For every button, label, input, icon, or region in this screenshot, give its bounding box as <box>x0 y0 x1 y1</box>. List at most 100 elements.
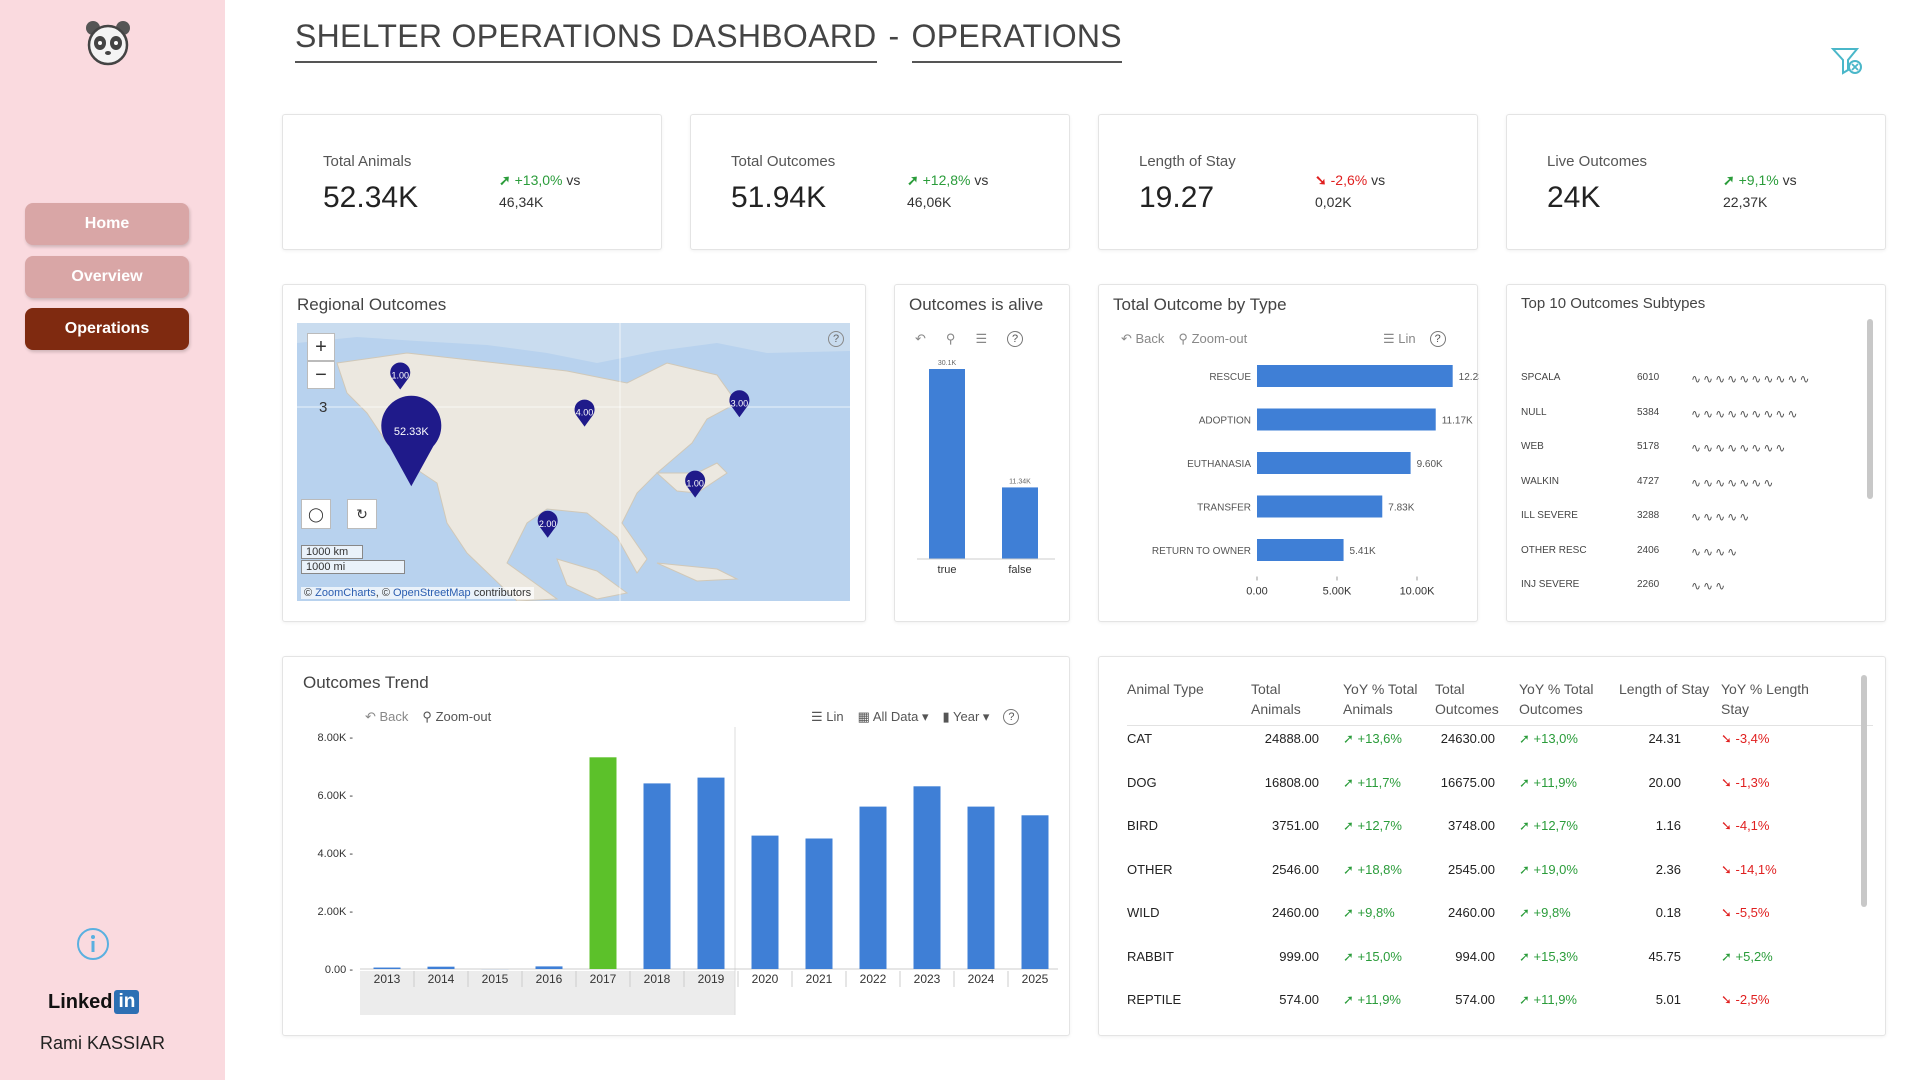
zoomcharts-link[interactable]: ZoomCharts <box>315 587 376 599</box>
bar-year-2024[interactable] <box>967 806 995 969</box>
map-marker[interactable]: 52.33K <box>381 395 442 487</box>
trend-up-icon: ➚ <box>1723 172 1735 188</box>
help-icon[interactable]: ? <box>1007 331 1024 347</box>
alive-chart[interactable]: 30.1K true 11.34K false <box>895 355 1071 615</box>
bar-year-2018[interactable] <box>643 783 671 969</box>
map-marker[interactable]: 4.00 <box>574 399 595 427</box>
outcome-by-type-chart[interactable]: RESCUE 12.23K ADOPTION 11.17K EUTHANASIA 9.60… <box>1099 355 1479 617</box>
lin-button[interactable]: ☰ Lin <box>1383 331 1416 346</box>
map-marker[interactable]: 1.00 <box>390 362 411 390</box>
back-button[interactable]: ↶ Back <box>1121 331 1165 346</box>
lasso-icon[interactable]: ◯ <box>301 499 331 529</box>
cell-length-of-stay: 0.18 <box>1655 905 1681 920</box>
cell-animal-type: DOG <box>1127 774 1157 790</box>
map-marker[interactable]: 1.00 <box>685 470 706 498</box>
column-header[interactable]: Length of Stay <box>1619 679 1709 699</box>
clear-filter-icon[interactable] <box>1830 46 1864 76</box>
top10-row[interactable]: WEB 5178 ∿∿∿∿∿∿∿∿ <box>1521 441 1787 455</box>
bar-year-2021[interactable] <box>805 838 833 970</box>
outcomes-trend-chart[interactable]: 0.00 - 2.00K - 4.00K - 6.00K - 8.00K - 2013 20… <box>283 727 1071 1033</box>
top10-row[interactable]: NULL 5384 ∿∿∿∿∿∿∿∿∿ <box>1521 407 1800 421</box>
map-help-icon[interactable]: ? <box>828 331 844 347</box>
nav-operations-button[interactable]: Operations <box>25 308 189 350</box>
kpi-delta-value: +9,1% <box>1738 172 1779 188</box>
bar-year-2013[interactable] <box>373 967 401 969</box>
scrollbar[interactable] <box>1867 319 1873 499</box>
year-dropdown[interactable]: ▮ Year ▾ <box>942 709 990 724</box>
cell-yoy-animals: ➚ +12,7% <box>1343 818 1402 833</box>
column-header[interactable]: Animal Type <box>1127 679 1204 699</box>
top10-row[interactable]: INJ SEVERE 2260 ∿∿∿ <box>1521 579 1727 593</box>
kpi-label: Length of Stay <box>1139 153 1236 170</box>
zoom-out-button[interactable]: ⚲ Zoom-out <box>1178 331 1248 346</box>
bar-year-2025[interactable] <box>1021 815 1049 969</box>
cell-total-animals: 2546.00 <box>1272 861 1319 877</box>
map-zoom-out-button[interactable]: − <box>307 361 335 389</box>
map-marker[interactable]: 2.00 <box>537 510 558 538</box>
scrollbar[interactable] <box>1861 675 1867 907</box>
help-icon[interactable]: ? <box>1429 331 1446 347</box>
lin-label: Lin <box>1398 331 1416 346</box>
map-zoom-in-button[interactable]: + <box>307 333 335 361</box>
top10-row[interactable]: ILL SEVERE 3288 ∿∿∿∿∿ <box>1521 510 1751 524</box>
cell-yoy-stay: ➘ -1,3% <box>1721 774 1770 790</box>
help-icon[interactable]: ? <box>1003 709 1020 725</box>
bar-type-transfer[interactable] <box>1257 495 1383 518</box>
openstreetmap-link[interactable]: OpenStreetMap <box>392 587 471 599</box>
column-header[interactable]: YoY % Total Outcomes <box>1519 679 1593 719</box>
y-tick-label: 4.00K - <box>318 848 354 860</box>
bar-year-2014[interactable] <box>427 966 455 969</box>
lines-icon[interactable]: ☰ <box>975 331 988 346</box>
bar-alive-true[interactable] <box>929 369 965 559</box>
top10-row[interactable]: OTHER RESC 2406 ∿∿∿∿ <box>1521 545 1739 559</box>
map-marker[interactable]: 3.00 <box>729 390 750 418</box>
info-icon[interactable] <box>76 927 110 961</box>
cell-animal-type: CAT <box>1127 731 1153 746</box>
map-canvas[interactable]: 52.33K 1.00 4.00 3.00 1.00 2.00 <box>297 323 850 601</box>
bar-type-rescue[interactable] <box>1257 365 1453 387</box>
bar-year-2019[interactable] <box>697 777 725 969</box>
zoom-out-label: Zoom-out <box>1191 331 1248 346</box>
cell-total-outcomes: 2545.00 <box>1448 861 1495 877</box>
cell-total-outcomes: 574.00 <box>1455 992 1495 1007</box>
bar-type-adoption[interactable] <box>1257 408 1436 431</box>
bar-year-2017[interactable] <box>589 757 617 969</box>
range-selector[interactable] <box>360 971 735 1015</box>
kpi-delta-value: -2,6% <box>1330 172 1368 188</box>
column-header[interactable]: YoY % Length Stay <box>1721 679 1809 719</box>
top10-value: 2406 <box>1637 544 1660 556</box>
column-header[interactable]: YoY % Total Animals <box>1343 679 1417 719</box>
kpi-vs: vs <box>974 172 989 188</box>
regional-map[interactable]: 52.33K 1.00 4.00 3.00 1.00 2.00 + − 3 ◯ ↻ 100… <box>297 323 850 601</box>
back-icon[interactable]: ↶ <box>915 331 926 346</box>
linkedin-logo[interactable]: Linked in <box>48 990 140 1014</box>
bar-type-return-to-owner[interactable] <box>1257 539 1344 561</box>
x-tick-label: 2017 <box>590 972 617 986</box>
zoom-out-icon[interactable]: ⚲ <box>945 331 956 346</box>
nav-overview-button[interactable]: Overview <box>25 256 189 298</box>
nav-home-button[interactable]: Home <box>25 203 189 245</box>
x-tick-label: 2019 <box>698 972 725 986</box>
credit-suffix: contributors <box>473 587 532 599</box>
top10-row[interactable]: WALKIN 4727 ∿∿∿∿∿∿∿ <box>1521 476 1775 490</box>
lin-button[interactable]: ☰ Lin <box>811 709 844 724</box>
column-header[interactable]: Total Animals <box>1251 679 1301 719</box>
bar-year-2016[interactable] <box>535 966 563 969</box>
top10-name: WALKIN <box>1521 475 1559 487</box>
bar-year-2022[interactable] <box>859 806 887 969</box>
bar-alive-false[interactable] <box>1002 487 1038 559</box>
bar-type-euthanasia[interactable] <box>1257 452 1411 474</box>
top10-row[interactable]: SPCALA 6010 ∿∿∿∿∿∿∿∿∿∿ <box>1521 372 1812 386</box>
top10-name: WEB <box>1521 441 1544 452</box>
bar-year-2023[interactable] <box>913 786 941 969</box>
column-header-line: Length of Stay <box>1619 681 1710 697</box>
x-tick-label: 2020 <box>752 972 779 986</box>
data-label: 11.34K <box>1009 478 1031 485</box>
column-header[interactable]: Total Outcomes <box>1435 679 1499 719</box>
zoom-out-button[interactable]: ⚲ Zoom-out <box>422 709 492 724</box>
reset-icon[interactable]: ↻ <box>347 499 377 529</box>
cell-total-outcomes: 2460.00 <box>1448 905 1495 920</box>
bar-year-2020[interactable] <box>751 835 779 969</box>
all-data-dropdown[interactable]: ▦ All Data ▾ <box>857 709 929 724</box>
back-button[interactable]: ↶ Back <box>365 709 409 724</box>
